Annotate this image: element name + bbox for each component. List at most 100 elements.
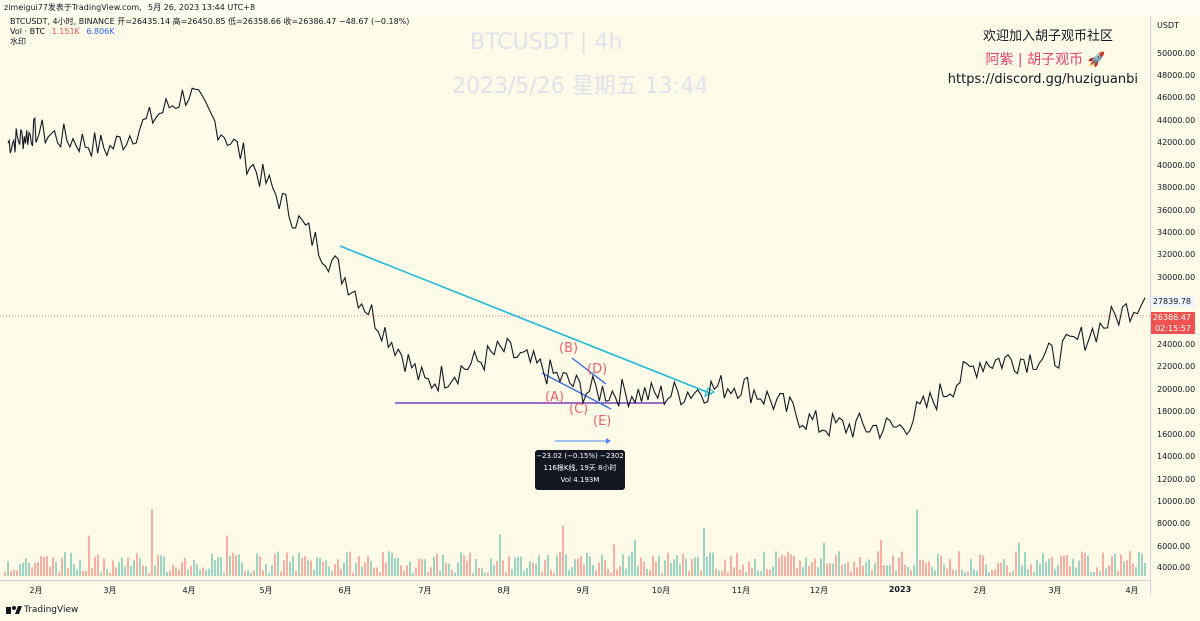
legend-symbol: BTCUSDT, 4小时, BINANCE [10, 17, 115, 26]
volume-bar [772, 566, 774, 576]
volume-bar [55, 562, 57, 576]
volume-bar [907, 566, 909, 576]
promo-author-text: 阿紫 | 胡子观币 [985, 52, 1084, 68]
volume-bar [445, 562, 447, 576]
volume-bar [457, 562, 459, 576]
volume-bar [769, 569, 771, 576]
volume-bar [1027, 569, 1029, 576]
watermark-symbol: BTCUSDT | 4h [470, 30, 623, 55]
volume-bar [214, 560, 216, 576]
volume-bar [13, 569, 15, 576]
volume-bar [10, 571, 12, 576]
volume-bar [688, 571, 690, 576]
price-tag-high: 27839.78 [1151, 296, 1195, 307]
price-tick: 20000.00 [1157, 385, 1196, 394]
volume-bar [955, 570, 957, 576]
volume-bar [958, 551, 960, 576]
volume-bar [70, 553, 72, 576]
volume-bar [283, 560, 285, 576]
volume-bar [610, 572, 612, 576]
time-tick: 11月 [731, 586, 751, 595]
tooltip-volume: Vol 4.193M [560, 476, 600, 484]
volume-bar [580, 556, 582, 576]
price-tick: 34000.00 [1157, 228, 1196, 237]
tooltip-bars: 116根K线, 19天 8小时 [543, 464, 617, 472]
volume-bar [970, 559, 972, 576]
volume-bar [1117, 570, 1119, 576]
volume-bar [934, 570, 936, 576]
volume-bar [322, 561, 324, 576]
time-tick: 5月 [259, 586, 273, 595]
volume-bar [784, 556, 786, 576]
volume-bar [334, 564, 336, 576]
volume-bar [592, 564, 594, 576]
volume-bar [280, 571, 282, 576]
time-axis[interactable]: 2月 3月 4月 5月 6月 7月 8月 9月 10月 11月 12月 2023… [0, 580, 1150, 597]
volume-bar [490, 558, 492, 576]
price-chart[interactable] [0, 16, 1150, 580]
volume-bar [1024, 551, 1026, 576]
volume-bar [409, 561, 411, 576]
volume-bar [133, 560, 135, 576]
publish-date: 5月 26, 2023 13:44 UTC+8 [148, 3, 256, 12]
price-tick: 18000.00 [1157, 407, 1196, 416]
volume-bar [541, 571, 543, 576]
volume-bar [28, 562, 30, 576]
volume-bar [1096, 567, 1098, 576]
price-line [7, 87, 1146, 440]
volume-bar [415, 567, 417, 576]
volume-bar [385, 562, 387, 576]
volume-bar [112, 560, 114, 576]
volume-bar [241, 562, 243, 576]
volume-bar [511, 569, 513, 576]
volume-bar [286, 552, 288, 576]
volume-bar [73, 563, 75, 576]
volume-bar [379, 572, 381, 576]
promo-link[interactable]: https://discord.gg/huziguanbi [947, 72, 1138, 87]
volume-bar [352, 572, 354, 576]
price-tick: 6000.00 [1157, 542, 1191, 551]
price-tick: 36000.00 [1157, 206, 1196, 215]
volume-bar [589, 556, 591, 576]
volume-bar [691, 559, 693, 576]
legend-close: 收=26386.47 [283, 17, 337, 26]
volume-bar [529, 561, 531, 576]
volume-bar [349, 551, 351, 576]
volume-bar [817, 567, 819, 576]
volume-bar [724, 559, 726, 576]
volume-bar [1030, 564, 1032, 576]
volume-bar [193, 559, 195, 576]
volume-bar [877, 551, 879, 576]
volume-bar [652, 556, 654, 576]
volume-bar [31, 567, 33, 576]
volume-bar [4, 571, 6, 576]
volume-bar [733, 567, 735, 576]
legend-vol-a: 1.151K [51, 27, 80, 36]
volume-bar [625, 568, 627, 576]
volume-bar [7, 561, 9, 576]
volume-bar [256, 553, 258, 576]
volume-bar [544, 559, 546, 576]
volume-bar [763, 551, 765, 576]
volume-bar [103, 558, 105, 576]
volume-bar [802, 567, 804, 576]
volume-bar [253, 570, 255, 576]
volume-bar [850, 571, 852, 576]
volume-bar [742, 564, 744, 576]
time-tick: 8月 [497, 586, 511, 595]
volume-bar [1144, 563, 1146, 576]
volume-bar [478, 567, 480, 576]
volume-bar [208, 568, 210, 576]
volume-bar [397, 558, 399, 576]
volume-bar [1111, 556, 1113, 576]
volume-bar [169, 570, 171, 576]
volume-bar [76, 569, 78, 576]
volume-bar [844, 563, 846, 576]
volume-bar [601, 554, 603, 576]
price-tag-countdown: 02:15:57 [1151, 323, 1195, 334]
volume-bar [865, 562, 867, 576]
promo-author: 阿紫 | 胡子观币 🚀 [985, 49, 1105, 69]
volume-bar [373, 567, 375, 576]
volume-bar [292, 556, 294, 576]
volume-bar [496, 561, 498, 576]
